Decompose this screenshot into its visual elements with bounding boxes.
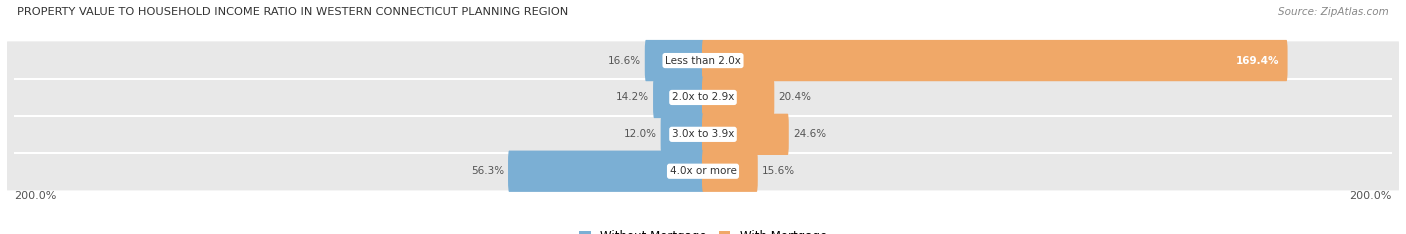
FancyBboxPatch shape — [7, 78, 1399, 117]
FancyBboxPatch shape — [702, 40, 1288, 81]
Legend: Without Mortgage, With Mortgage: Without Mortgage, With Mortgage — [579, 230, 827, 234]
Text: PROPERTY VALUE TO HOUSEHOLD INCOME RATIO IN WESTERN CONNECTICUT PLANNING REGION: PROPERTY VALUE TO HOUSEHOLD INCOME RATIO… — [17, 7, 568, 17]
Text: Source: ZipAtlas.com: Source: ZipAtlas.com — [1278, 7, 1389, 17]
Text: 12.0%: 12.0% — [623, 129, 657, 139]
FancyBboxPatch shape — [645, 40, 704, 81]
Text: 4.0x or more: 4.0x or more — [669, 166, 737, 176]
Text: 15.6%: 15.6% — [762, 166, 794, 176]
Text: 2.0x to 2.9x: 2.0x to 2.9x — [672, 92, 734, 102]
FancyBboxPatch shape — [702, 150, 758, 192]
Text: 200.0%: 200.0% — [14, 191, 56, 201]
FancyBboxPatch shape — [652, 77, 704, 118]
Text: 24.6%: 24.6% — [793, 129, 827, 139]
Text: 56.3%: 56.3% — [471, 166, 503, 176]
Text: 14.2%: 14.2% — [616, 92, 650, 102]
Text: 200.0%: 200.0% — [1350, 191, 1392, 201]
FancyBboxPatch shape — [7, 115, 1399, 154]
FancyBboxPatch shape — [508, 150, 704, 192]
FancyBboxPatch shape — [702, 114, 789, 155]
Text: 3.0x to 3.9x: 3.0x to 3.9x — [672, 129, 734, 139]
FancyBboxPatch shape — [7, 152, 1399, 190]
Text: 169.4%: 169.4% — [1236, 55, 1279, 66]
FancyBboxPatch shape — [7, 41, 1399, 80]
FancyBboxPatch shape — [702, 77, 775, 118]
FancyBboxPatch shape — [661, 114, 704, 155]
Text: 16.6%: 16.6% — [607, 55, 641, 66]
Text: Less than 2.0x: Less than 2.0x — [665, 55, 741, 66]
Text: 20.4%: 20.4% — [779, 92, 811, 102]
